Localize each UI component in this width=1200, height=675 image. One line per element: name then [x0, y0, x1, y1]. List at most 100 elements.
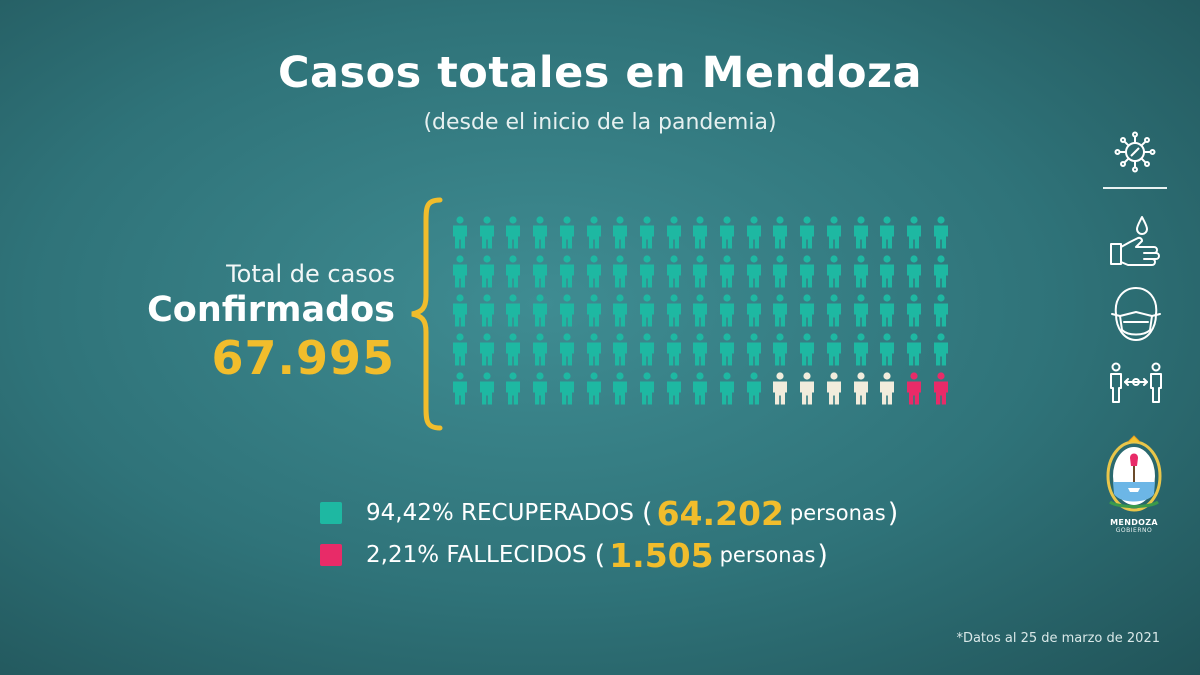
person-icon-deceased [932, 372, 950, 406]
person-icon-recovered [638, 216, 656, 250]
person-icon-recovered [852, 294, 870, 328]
person-icon-recovered [852, 216, 870, 250]
person-icon-recovered [665, 294, 683, 328]
person-icon-recovered [585, 372, 603, 406]
prevention-sidebar [1100, 130, 1170, 174]
legend: 94,42% RECUPERADOS ( 64.202 personas ) 2… [320, 492, 900, 576]
deceased-open-paren: ( [594, 539, 606, 571]
sidebar-divider [1103, 187, 1167, 189]
person-icon-recovered [718, 372, 736, 406]
confirmed-count: 67.995 [211, 331, 395, 385]
person-icon-recovered [504, 255, 522, 289]
person-icon-recovered [558, 333, 576, 367]
person-icon-active [878, 372, 896, 406]
person-icon-recovered [878, 255, 896, 289]
person-icon-recovered [745, 294, 763, 328]
person-icon-recovered [478, 216, 496, 250]
page-subtitle: (desde el inicio de la pandemia) [423, 110, 777, 135]
person-icon-recovered [825, 255, 843, 289]
person-icon-active [852, 372, 870, 406]
person-icon-recovered [905, 216, 923, 250]
person-icon-recovered [745, 372, 763, 406]
person-icon-recovered [905, 294, 923, 328]
person-icon-recovered [691, 294, 709, 328]
person-icon-deceased [905, 372, 923, 406]
person-icon-recovered [558, 216, 576, 250]
handwash-icon [1110, 216, 1160, 266]
person-icon-recovered [478, 333, 496, 367]
deceased-close-paren: ) [817, 539, 828, 571]
person-icon-recovered [531, 372, 549, 406]
person-icon-recovered [905, 255, 923, 289]
people-pictogram [451, 216, 981, 416]
person-icon-recovered [825, 294, 843, 328]
person-icon-recovered [585, 255, 603, 289]
virus-icon [1114, 131, 1156, 173]
person-icon-recovered [665, 216, 683, 250]
person-icon-recovered [878, 333, 896, 367]
person-icon-recovered [611, 294, 629, 328]
person-icon-recovered [531, 216, 549, 250]
logo-name: MENDOZA [1110, 518, 1158, 527]
legend-row-deceased: 2,21% FALLECIDOS ( 1.505 personas ) [320, 534, 900, 576]
person-icon-recovered [585, 333, 603, 367]
person-icon-recovered [691, 372, 709, 406]
person-icon-recovered [905, 333, 923, 367]
person-icon-recovered [531, 255, 549, 289]
person-icon-recovered [771, 294, 789, 328]
person-icon-recovered [718, 333, 736, 367]
person-icon-active [771, 372, 789, 406]
person-icon-recovered [451, 372, 469, 406]
person-icon-recovered [504, 216, 522, 250]
person-icon-recovered [451, 216, 469, 250]
person-icon-recovered [558, 372, 576, 406]
person-icon-recovered [932, 333, 950, 367]
person-icon-recovered [852, 255, 870, 289]
person-icon-recovered [771, 333, 789, 367]
person-icon-recovered [478, 294, 496, 328]
person-icon-recovered [825, 216, 843, 250]
person-icon-recovered [611, 333, 629, 367]
person-icon-recovered [451, 255, 469, 289]
person-icon-recovered [531, 294, 549, 328]
person-icon-recovered [451, 333, 469, 367]
person-icon-recovered [558, 294, 576, 328]
total-cases-block: Total de casos Confirmados 67.995 [147, 258, 395, 386]
person-icon-recovered [798, 255, 816, 289]
page-title: Casos totales en Mendoza [277, 48, 923, 98]
person-icon-recovered [451, 294, 469, 328]
coat-of-arms-icon [1106, 435, 1162, 512]
person-icon-recovered [745, 216, 763, 250]
person-icon-recovered [665, 333, 683, 367]
person-icon-recovered [745, 333, 763, 367]
person-icon-recovered [638, 372, 656, 406]
recovered-open-paren: ( [642, 497, 653, 529]
mendoza-logo: MENDOZA GOBIERNO [1100, 432, 1168, 535]
person-icon-recovered [531, 333, 549, 367]
person-icon-recovered [558, 255, 576, 289]
logo-subtitle: GOBIERNO [1115, 527, 1153, 534]
data-date-footnote: *Datos al 25 de marzo de 2021 [956, 631, 1160, 646]
person-icon-recovered [504, 294, 522, 328]
curly-bracket-icon [411, 197, 443, 431]
recovered-count: 64.202 [656, 493, 784, 533]
deceased-percent-label: 2,21% FALLECIDOS [366, 542, 587, 568]
person-icon-recovered [878, 216, 896, 250]
person-icon-recovered [771, 255, 789, 289]
person-icon-recovered [932, 294, 950, 328]
person-icon-recovered [718, 216, 736, 250]
person-icon-recovered [798, 294, 816, 328]
person-icon-recovered [878, 294, 896, 328]
deceased-swatch [320, 544, 342, 566]
person-icon-recovered [611, 372, 629, 406]
total-cases-label: Total de casos [226, 260, 395, 288]
person-icon-recovered [798, 216, 816, 250]
recovered-swatch [320, 502, 342, 524]
person-icon-recovered [771, 216, 789, 250]
person-icon-recovered [638, 333, 656, 367]
deceased-count: 1.505 [609, 535, 714, 575]
person-icon-recovered [691, 333, 709, 367]
recovered-unit: personas [789, 501, 886, 525]
person-icon-recovered [504, 333, 522, 367]
person-icon-active [825, 372, 843, 406]
